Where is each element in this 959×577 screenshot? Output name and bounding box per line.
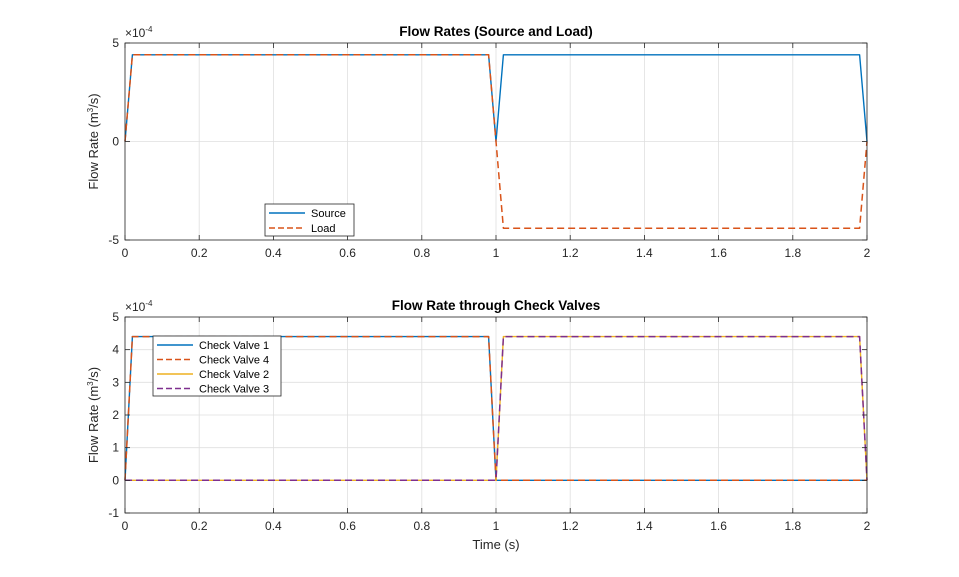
legend-label: Load <box>311 223 335 235</box>
x-tick-label: 0 <box>122 246 129 260</box>
y-tick-label: 0 <box>112 473 119 487</box>
y-tick-label: 4 <box>112 343 119 357</box>
y-tick-label: 3 <box>112 375 119 389</box>
legend-label: Source <box>311 208 346 220</box>
legend: Check Valve 1 Check Valve 4 Check Valve 2 C… <box>152 335 282 397</box>
y-tick-label: 5 <box>112 310 119 324</box>
chart-title: Flow Rates (Source and Load) <box>399 24 593 39</box>
axes-flow-rates: 0 0.2 0.4 0.6 0.8 1 1.2 1.4 1.6 1.8 2-505 Flow Rat… <box>86 24 871 260</box>
y-tick-label: -1 <box>108 506 119 520</box>
x-tick-label: 2 <box>864 519 871 533</box>
y-axis-label: Flow Rate (m3/s) <box>86 93 101 189</box>
plot-lines <box>124 335 868 482</box>
tick-marks: 0 0.2 0.4 0.6 0.8 1 1.2 1.4 1.6 1.8 2-505 <box>108 36 870 260</box>
x-tick-label: 0.2 <box>191 519 208 533</box>
legend-box <box>152 335 282 397</box>
y-tick-label: 0 <box>112 135 119 149</box>
x-tick-label: 0.8 <box>413 246 430 260</box>
x-tick-label: 0.2 <box>191 246 208 260</box>
x-tick-label: 2 <box>864 246 871 260</box>
y-tick-label: 2 <box>112 408 119 422</box>
series-line-check-valve-3 <box>125 335 868 482</box>
x-tick-label: 1.8 <box>784 246 801 260</box>
x-tick-label: 1 <box>493 519 500 533</box>
legend-box <box>264 203 355 237</box>
x-tick-label: 1.4 <box>636 246 653 260</box>
x-axis-label: Time (s) <box>472 537 519 552</box>
legend-label: Check Valve 1 <box>199 340 269 352</box>
series-line-load <box>124 54 868 229</box>
legend: Source Load <box>264 203 355 237</box>
y-tick-label: 5 <box>112 36 119 50</box>
y-axis-label: Flow Rate (m3/s) <box>86 367 101 463</box>
x-tick-label: 1.6 <box>710 246 727 260</box>
x-tick-label: 1.6 <box>710 519 727 533</box>
legend-label: Check Valve 3 <box>199 384 269 396</box>
legend-label: Check Valve 4 <box>199 355 269 367</box>
plot-lines <box>124 54 868 229</box>
x-tick-label: 0.6 <box>339 519 356 533</box>
y-exponent-label: ×10-4 <box>125 25 153 40</box>
x-tick-label: 1.2 <box>562 246 579 260</box>
y-exponent-label: ×10-4 <box>125 299 153 314</box>
legend-label: Check Valve 2 <box>199 369 269 381</box>
x-tick-label: 0 <box>122 519 129 533</box>
chart-title: Flow Rate through Check Valves <box>392 298 601 313</box>
x-tick-label: 1.8 <box>784 519 801 533</box>
x-tick-label: 1.4 <box>636 519 653 533</box>
y-tick-label: 1 <box>112 441 119 455</box>
x-tick-label: 0.6 <box>339 246 356 260</box>
series-line-check-valve-4 <box>124 335 867 482</box>
x-tick-label: 0.8 <box>413 519 430 533</box>
x-tick-label: 1 <box>493 246 500 260</box>
x-tick-label: 1.2 <box>562 519 579 533</box>
x-tick-label: 0.4 <box>265 519 282 533</box>
x-tick-label: 0.4 <box>265 246 282 260</box>
y-tick-label: -5 <box>108 233 119 247</box>
